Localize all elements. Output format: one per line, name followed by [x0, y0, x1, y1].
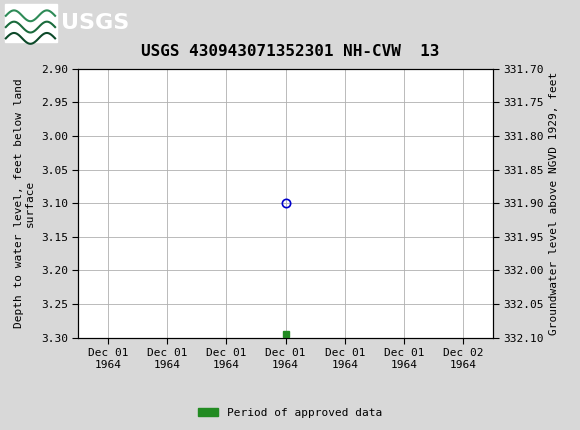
- Y-axis label: Depth to water level, feet below land
surface: Depth to water level, feet below land su…: [14, 78, 35, 328]
- Y-axis label: Groundwater level above NGVD 1929, feet: Groundwater level above NGVD 1929, feet: [549, 71, 560, 335]
- Legend: Period of approved data: Period of approved data: [194, 403, 386, 422]
- FancyBboxPatch shape: [5, 3, 57, 42]
- Text: USGS: USGS: [61, 12, 129, 33]
- Text: USGS 430943071352301 NH-CVW  13: USGS 430943071352301 NH-CVW 13: [141, 44, 439, 59]
